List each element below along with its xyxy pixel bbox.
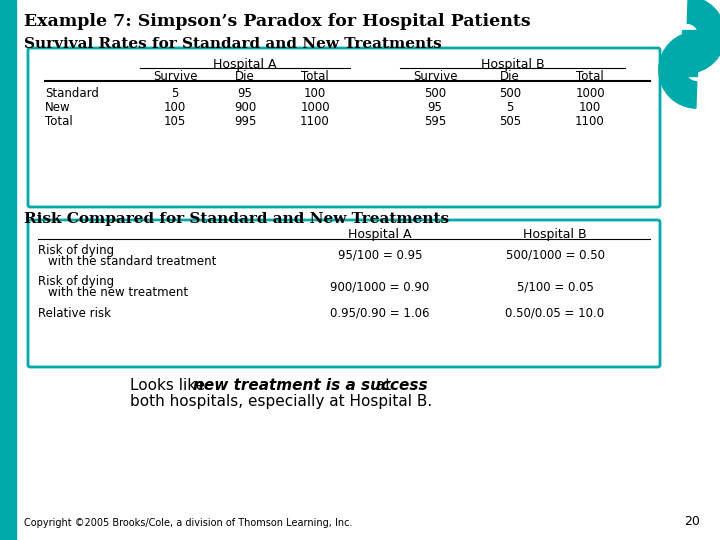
Text: 5: 5 <box>171 87 179 100</box>
Text: 5: 5 <box>506 101 513 114</box>
Text: Copyright ©2005 Brooks/Cole, a division of Thomson Learning, Inc.: Copyright ©2005 Brooks/Cole, a division … <box>24 518 353 528</box>
Text: 100: 100 <box>579 101 601 114</box>
Text: Hospital B: Hospital B <box>523 228 587 241</box>
Text: 900/1000 = 0.90: 900/1000 = 0.90 <box>330 280 430 293</box>
Text: 95: 95 <box>238 87 253 100</box>
Text: at: at <box>371 378 391 393</box>
Text: 500: 500 <box>499 87 521 100</box>
Text: 1100: 1100 <box>300 115 330 128</box>
Text: Survival Rates for Standard and New Treatments: Survival Rates for Standard and New Trea… <box>24 37 442 51</box>
Text: Total: Total <box>301 70 329 83</box>
Text: Survive: Survive <box>153 70 197 83</box>
Text: new treatment is a success: new treatment is a success <box>193 378 428 393</box>
Bar <box>0 0 16 540</box>
Text: 95: 95 <box>428 101 442 114</box>
Text: Hospital A: Hospital A <box>348 228 412 241</box>
Text: 100: 100 <box>304 87 326 100</box>
Text: Die: Die <box>500 70 520 83</box>
Text: Total: Total <box>576 70 604 83</box>
Text: Die: Die <box>235 70 255 83</box>
Text: 995: 995 <box>234 115 256 128</box>
Text: 100: 100 <box>164 101 186 114</box>
Bar <box>682 30 697 76</box>
Text: Risk of dying: Risk of dying <box>38 275 114 288</box>
Text: Hospital A: Hospital A <box>213 58 276 71</box>
Text: 5/100 = 0.05: 5/100 = 0.05 <box>516 280 593 293</box>
Text: both hospitals, especially at Hospital B.: both hospitals, especially at Hospital B… <box>130 394 432 409</box>
Text: 0.50/0.05 = 10.0: 0.50/0.05 = 10.0 <box>505 307 605 320</box>
Text: 0.95/0.90 = 1.06: 0.95/0.90 = 1.06 <box>330 307 430 320</box>
Text: Risk of dying: Risk of dying <box>38 244 114 257</box>
Text: Example 7: Simpson’s Paradox for Hospital Patients: Example 7: Simpson’s Paradox for Hospita… <box>24 13 531 30</box>
Text: Hospital B: Hospital B <box>481 58 544 71</box>
Text: Relative risk: Relative risk <box>38 307 111 320</box>
Text: with the standard treatment: with the standard treatment <box>48 255 217 268</box>
Text: Standard: Standard <box>45 87 99 100</box>
Text: 505: 505 <box>499 115 521 128</box>
Text: 105: 105 <box>164 115 186 128</box>
FancyBboxPatch shape <box>28 48 660 207</box>
Text: 95/100 = 0.95: 95/100 = 0.95 <box>338 249 422 262</box>
Text: 1000: 1000 <box>575 87 605 100</box>
Text: 595: 595 <box>424 115 446 128</box>
Text: 500: 500 <box>424 87 446 100</box>
Text: with the new treatment: with the new treatment <box>48 286 188 299</box>
Text: Looks like: Looks like <box>130 378 210 393</box>
Text: Risk Compared for Standard and New Treatments: Risk Compared for Standard and New Treat… <box>24 212 449 226</box>
Text: 1000: 1000 <box>300 101 330 114</box>
Text: Total: Total <box>45 115 73 128</box>
Text: 1100: 1100 <box>575 115 605 128</box>
Text: New: New <box>45 101 71 114</box>
FancyBboxPatch shape <box>28 220 660 367</box>
Text: 20: 20 <box>684 515 700 528</box>
Text: Survive: Survive <box>413 70 457 83</box>
Text: 500/1000 = 0.50: 500/1000 = 0.50 <box>505 249 605 262</box>
Text: 900: 900 <box>234 101 256 114</box>
